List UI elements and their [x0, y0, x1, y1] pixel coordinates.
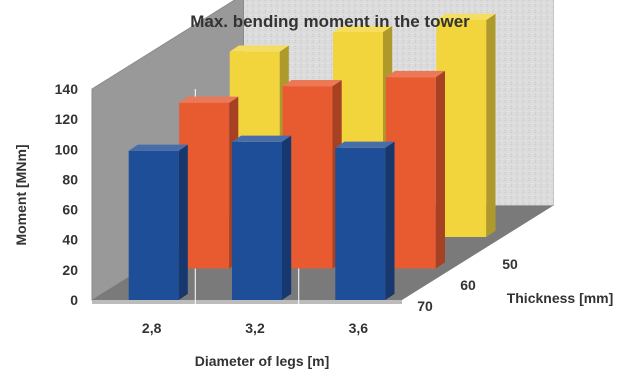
bar — [232, 135, 292, 300]
bar-top — [282, 80, 342, 87]
bar-top — [436, 13, 496, 20]
y-tick-label: 80 — [62, 171, 78, 187]
bar-front — [282, 86, 333, 269]
x-tick-label: 3,6 — [349, 320, 369, 336]
bar-top — [229, 45, 289, 52]
z-tick-label: 70 — [417, 298, 433, 314]
x-axis-label: Diameter of legs [m] — [195, 353, 330, 369]
bar-front — [385, 77, 436, 269]
bar-top — [232, 135, 292, 142]
bar — [128, 144, 188, 300]
bar-front — [436, 20, 487, 237]
bar-side — [435, 70, 445, 269]
bars — [128, 13, 496, 300]
bar-top — [128, 144, 188, 151]
bar — [335, 141, 395, 300]
bar — [436, 13, 496, 237]
y-tick-label: 120 — [55, 111, 79, 127]
bar-front — [179, 102, 230, 269]
bar-top — [335, 141, 395, 148]
bar — [282, 80, 342, 269]
z-tick-label: 60 — [460, 277, 476, 293]
z-axis-label: Thickness [mm] — [507, 290, 614, 306]
y-tick-label: 100 — [55, 141, 79, 157]
y-axis-label: Moment [MNm] — [13, 144, 29, 245]
y-tick-label: 60 — [62, 202, 78, 218]
bar-side — [385, 141, 395, 300]
y-tick-label: 40 — [62, 232, 78, 248]
z-tick-label: 50 — [502, 256, 518, 272]
chart-title: Max. bending moment in the tower — [190, 12, 470, 31]
bar-front — [232, 141, 282, 300]
bar-side — [178, 144, 188, 300]
bar — [385, 70, 445, 269]
y-tick-label: 20 — [62, 262, 78, 278]
floor-edge — [92, 300, 402, 304]
bar-top — [385, 70, 445, 78]
labels: Max. bending moment in the tower 0 20 40 60 8… — [13, 12, 613, 369]
x-tick-label: 3,2 — [245, 320, 265, 336]
bar-top — [333, 25, 393, 32]
y-tick-label: 0 — [70, 292, 78, 308]
bar-side — [486, 13, 496, 237]
y-tick-label: 140 — [55, 81, 79, 97]
x-tick-label: 2,8 — [142, 320, 162, 336]
bar-front — [335, 147, 386, 300]
bar-front — [128, 150, 179, 300]
bar — [179, 96, 239, 269]
bar-side — [282, 135, 292, 300]
bar-top — [179, 96, 239, 103]
